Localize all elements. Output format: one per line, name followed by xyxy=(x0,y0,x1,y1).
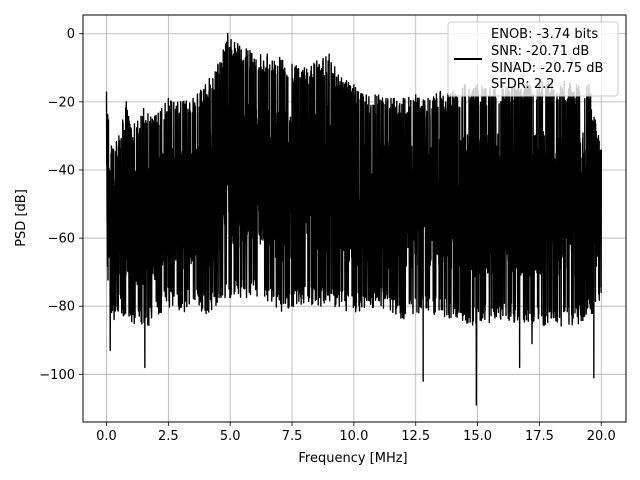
x-axis-label: Frequency [MHz] xyxy=(298,451,407,466)
legend-sfdr: SFDR: 2.2 xyxy=(491,77,555,92)
psd-series xyxy=(105,33,602,406)
legend-snr: SNR: -20.71 dB xyxy=(491,44,589,59)
y-tick-label: −40 xyxy=(48,163,75,178)
x-tick-label: 20.0 xyxy=(587,429,616,444)
legend-box xyxy=(447,21,619,97)
psd-line xyxy=(105,33,602,406)
axis-ticks: 0.0 2.5 5.0 7.5 10.0 12.5 15.0 17.5 20.0 0 −20 −40 −… xyxy=(39,27,615,444)
legend-sinad: SINAD: -20.75 dB xyxy=(491,61,603,76)
legend-enob: ENOB: -3.74 bits xyxy=(491,27,598,42)
x-tick-label: 12.5 xyxy=(401,429,430,444)
x-tick-label: 15.0 xyxy=(463,429,492,444)
x-tick-label: 7.5 xyxy=(282,429,303,444)
y-tick-label: 0 xyxy=(67,27,75,42)
x-tick-label: 5.0 xyxy=(220,429,241,444)
y-tick-label: −100 xyxy=(39,368,75,383)
x-tick-label: 2.5 xyxy=(158,429,179,444)
y-axis-label: PSD [dB] xyxy=(14,189,29,247)
legend: ENOB: -3.74 bits SNR: -20.71 dB SINAD: -… xyxy=(447,21,619,97)
x-tick-label: 17.5 xyxy=(525,429,554,444)
x-tick-label: 0.0 xyxy=(96,429,117,444)
y-tick-label: −80 xyxy=(48,300,75,315)
y-tick-label: −20 xyxy=(48,95,75,110)
plot-frame xyxy=(82,14,627,423)
x-tick-label: 10.0 xyxy=(339,429,368,444)
y-tick-label: −60 xyxy=(48,232,75,247)
